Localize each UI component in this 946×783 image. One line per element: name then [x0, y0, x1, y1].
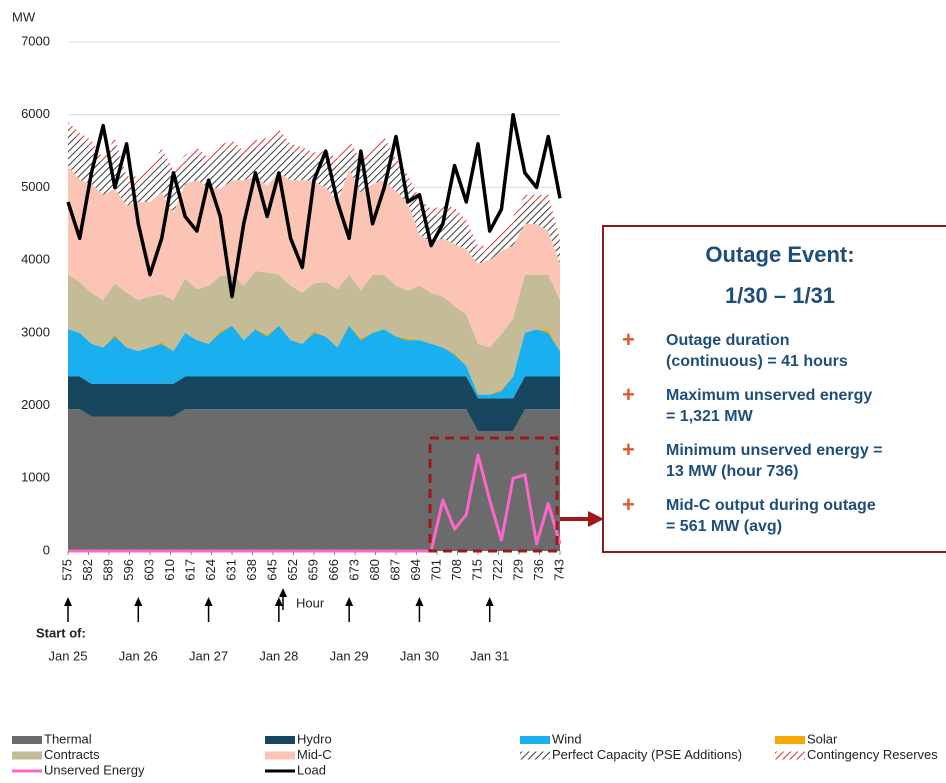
- day-arrow-head: [64, 597, 72, 606]
- legend-swatch: [520, 751, 550, 760]
- bullet-plus: +: [622, 437, 635, 462]
- day-arrow-head: [134, 597, 143, 606]
- x-tick-label: 589: [100, 559, 115, 581]
- x-tick-label: 666: [326, 559, 341, 581]
- legend-label: Mid-C: [297, 747, 332, 762]
- legend-swatch: [775, 736, 805, 744]
- x-tick-label: 729: [510, 559, 525, 581]
- x-tick-label: 603: [141, 559, 156, 581]
- legend-swatch: [265, 736, 295, 744]
- bullet-text: (continuous) = 41 hours: [666, 353, 848, 370]
- bullet-plus: +: [622, 327, 635, 352]
- start-label: Start of:: [36, 625, 86, 640]
- day-label: Jan 29: [330, 648, 369, 663]
- y-tick-label: 4000: [21, 252, 50, 267]
- day-label: Jan 30: [400, 648, 439, 663]
- y-tick-label: 1000: [21, 470, 50, 485]
- bullet-text: = 561 MW (avg): [666, 518, 782, 535]
- x-tick-label: 722: [490, 559, 505, 581]
- day-arrow-head: [415, 597, 424, 606]
- x-tick-label: 687: [387, 559, 402, 581]
- x-tick-label: 701: [428, 559, 443, 581]
- x-tick-label: 715: [469, 559, 484, 581]
- legend-label: Hydro: [297, 731, 332, 746]
- x-tick-label: 617: [182, 559, 197, 581]
- callout-subtitle: 1/30 – 1/31: [725, 283, 835, 308]
- area-0: [68, 409, 560, 551]
- y-tick-label: 0: [43, 542, 50, 557]
- day-arrow-head: [345, 597, 354, 606]
- x-tick-label: 743: [551, 559, 566, 581]
- x-tick-label: 736: [531, 559, 546, 581]
- area-5: [68, 165, 560, 348]
- x-tick-label: 694: [408, 559, 423, 581]
- x-tick-label: 596: [121, 559, 136, 581]
- x-tick-label: 652: [285, 559, 300, 581]
- y-tick-label: 5000: [21, 179, 50, 194]
- day-arrow-head: [485, 597, 494, 606]
- outage-highlight: [428, 436, 559, 553]
- day-arrow-head: [204, 597, 213, 606]
- bullet-text: Minimum unserved energy =: [666, 442, 883, 459]
- legend-label: Load: [297, 762, 326, 777]
- area-2: [68, 325, 560, 399]
- bullet-plus: +: [622, 382, 635, 407]
- y-axis-label: MW: [12, 9, 36, 24]
- line-9: [66, 112, 562, 299]
- callout-title: Outage Event:: [705, 242, 854, 267]
- area-1: [68, 376, 560, 432]
- x-tick-label: 582: [80, 559, 95, 581]
- day-arrow-head: [274, 597, 283, 606]
- callout-box: [602, 225, 946, 553]
- y-tick-label: 6000: [21, 106, 50, 121]
- legend-label: Wind: [552, 731, 582, 746]
- day-label: Jan 25: [48, 648, 87, 663]
- x-tick-label: 659: [305, 559, 320, 581]
- x-tick-label: 645: [264, 559, 279, 581]
- x-tick-label: 631: [223, 559, 238, 581]
- bullet-text: Maximum unserved energy: [666, 387, 872, 404]
- legend-label: Unserved Energy: [44, 762, 145, 777]
- x-tick-label: 708: [449, 559, 464, 581]
- x-tick-label: 575: [59, 559, 74, 581]
- legend-label: Thermal: [44, 731, 92, 746]
- bullet-plus: +: [622, 492, 635, 517]
- area-4: [68, 271, 560, 395]
- y-tick-label: 3000: [21, 324, 50, 339]
- bullet-text: Mid-C output during outage: [666, 497, 876, 514]
- x-tick-label: 680: [367, 559, 382, 581]
- x-tick-label: 638: [244, 559, 259, 581]
- day-label: Jan 31: [470, 648, 509, 663]
- callout-arrow-head: [588, 511, 604, 527]
- legend-swatch: [775, 751, 805, 760]
- legend-swatch: [520, 736, 550, 744]
- x-label-arrow-head: [279, 588, 287, 597]
- x-tick-label: 673: [346, 559, 361, 581]
- bullet-text: = 1,321 MW: [666, 408, 754, 425]
- day-label: Jan 26: [119, 648, 158, 663]
- legend-label: Contingency Reserves: [807, 747, 938, 762]
- legend-swatch: [265, 751, 295, 760]
- x-tick-label: 610: [162, 559, 177, 581]
- x-tick-label: 624: [203, 559, 218, 581]
- y-tick-label: 2000: [21, 397, 50, 412]
- area-7: [68, 121, 560, 253]
- bullet-text: 13 MW (hour 736): [666, 463, 798, 480]
- legend-swatch: [12, 736, 42, 744]
- y-tick-label: 7000: [21, 33, 50, 48]
- legend-label: Contracts: [44, 747, 100, 762]
- legend-swatch: [12, 751, 42, 760]
- day-label: Jan 27: [189, 648, 228, 663]
- legend-label: Solar: [807, 731, 838, 746]
- x-axis-label: Hour: [296, 595, 325, 610]
- legend-label: Perfect Capacity (PSE Additions): [552, 747, 742, 762]
- area-6: [68, 129, 560, 264]
- day-label: Jan 28: [259, 648, 298, 663]
- bullet-text: Outage duration: [666, 332, 790, 349]
